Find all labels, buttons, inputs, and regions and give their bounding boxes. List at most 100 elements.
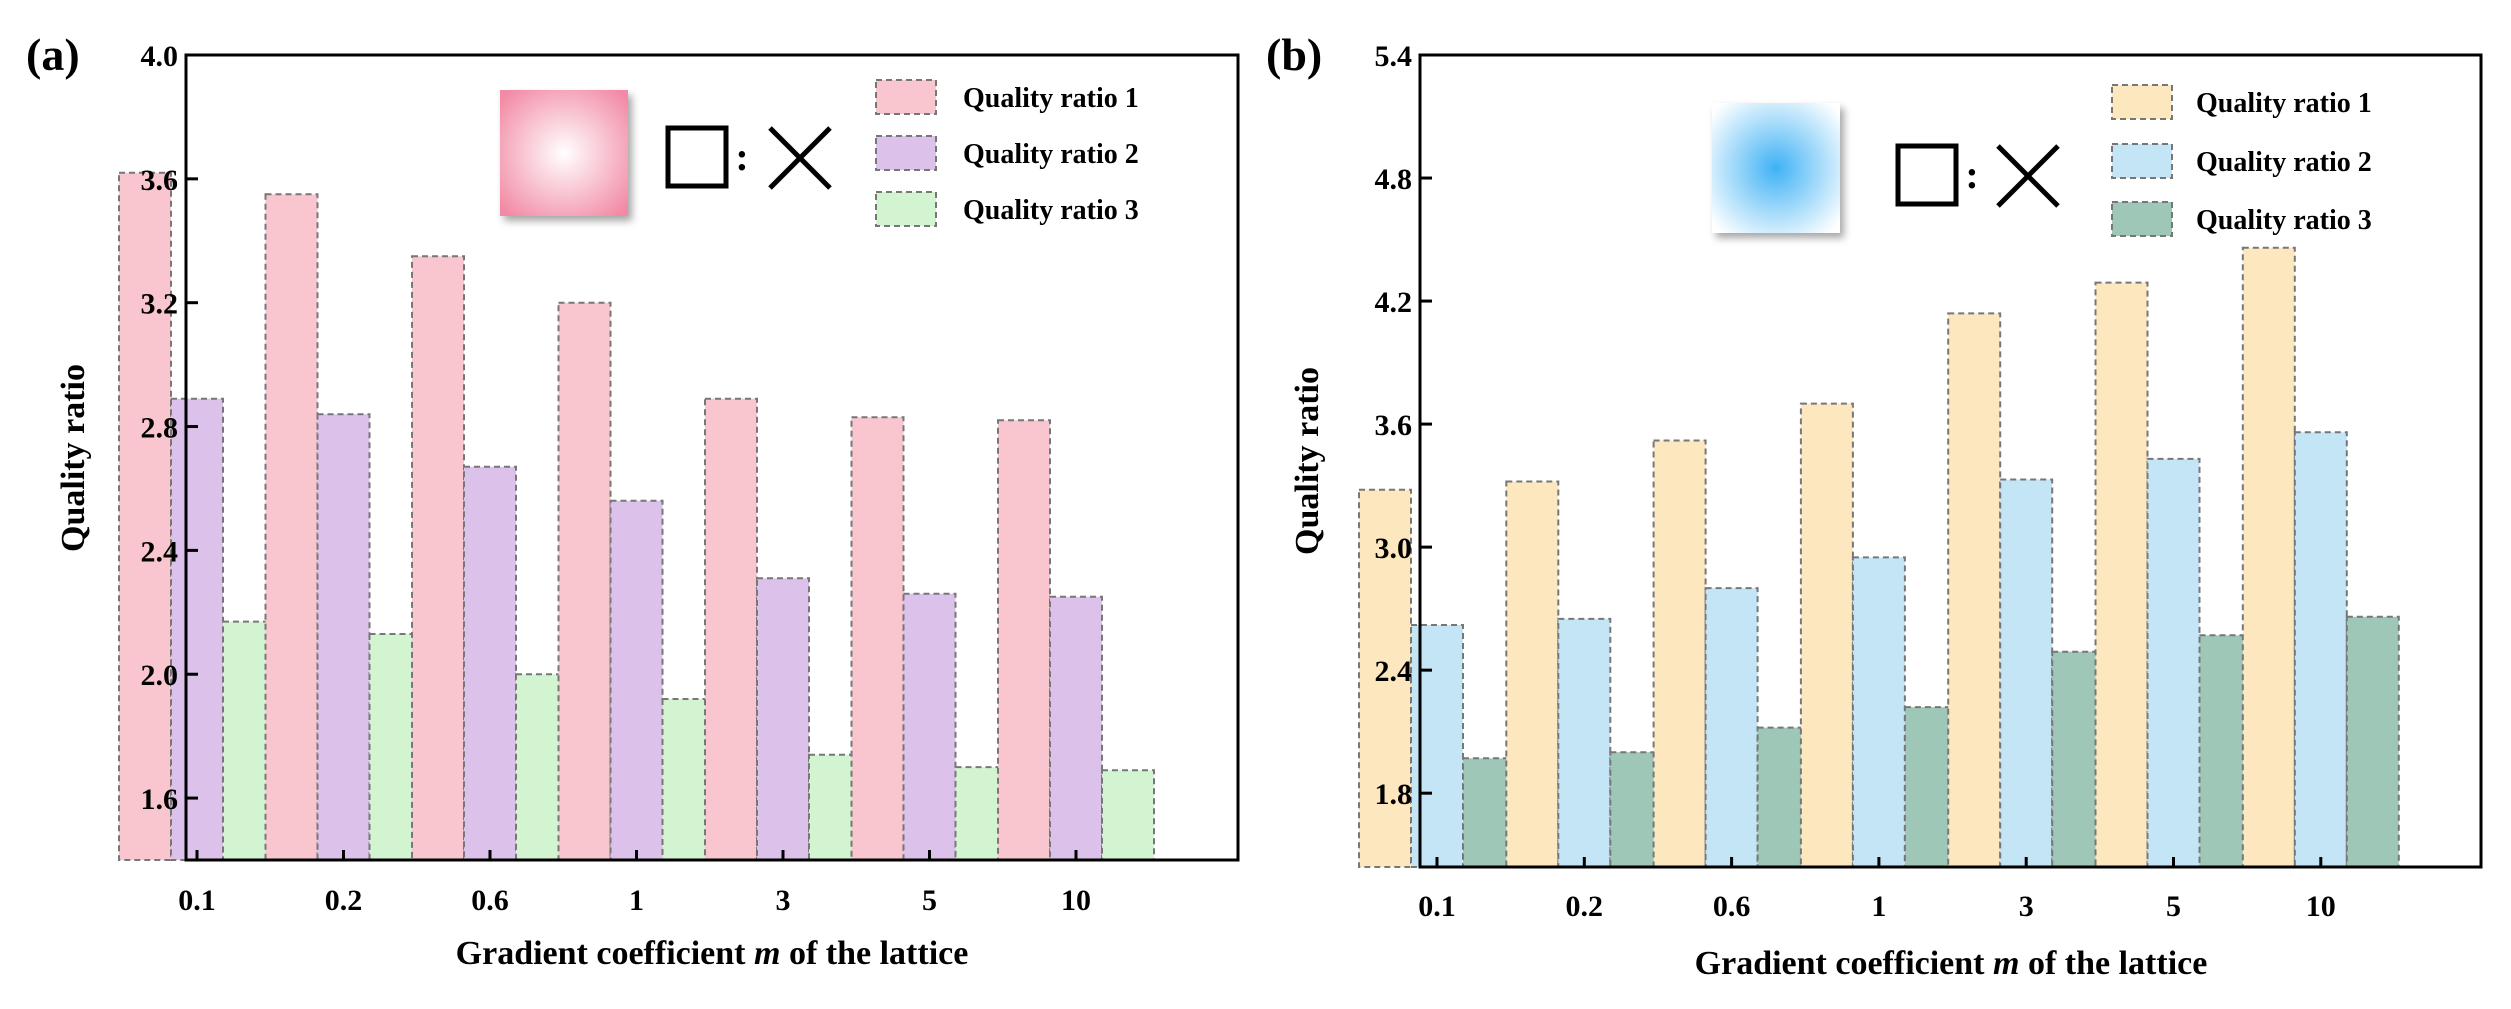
- y-tick-label: 1.8: [1375, 778, 1413, 811]
- bar-a-s2-0.6: [463, 465, 517, 861]
- y-tick-label: 3.2: [141, 288, 179, 321]
- bar-a-s1-0.1: [118, 171, 172, 861]
- panel-b-legend: Quality ratio 1 Quality ratio 2 Quality …: [2111, 84, 2372, 237]
- panel-a-ratio-colon: :: [735, 134, 748, 179]
- bar-b-s1-10: [2241, 246, 2296, 868]
- y-tick-label: 2.8: [141, 412, 179, 445]
- x-tick-label: 5: [922, 884, 937, 917]
- bar-b-s2-10: [2293, 431, 2348, 868]
- panel-b-plot-frame: [1418, 53, 2483, 869]
- x-tick-label: 0.6: [1713, 890, 1751, 923]
- legend-swatch-b-3: [2111, 201, 2173, 237]
- legend-label-b-2: Quality ratio 2: [2196, 147, 2372, 178]
- bar-a-s2-1: [609, 499, 664, 861]
- y-tick-label: 2.4: [1375, 655, 1413, 688]
- x-tick-label: 1: [1871, 890, 1886, 923]
- x-tick-label: 5: [2166, 890, 2181, 923]
- panel-a-bars: [118, 171, 1155, 862]
- x-tick-label: 0.2: [1566, 890, 1604, 923]
- y-tick-label: 4.2: [1375, 286, 1413, 319]
- bar-b-s1-3: [1947, 312, 2002, 868]
- panel-a-cross-icon: [768, 126, 832, 190]
- legend-label-b-1: Quality ratio 1: [2196, 88, 2372, 119]
- bar-a-s1-3: [704, 397, 758, 861]
- x-title-part-1: Gradient coefficient: [1695, 945, 1993, 982]
- panel-b-y-axis-title: Quality ratio: [1289, 367, 1326, 555]
- panel-b-gradient-swatch-icon: [1712, 103, 1840, 233]
- bar-a-s1-5: [850, 416, 905, 861]
- bar-b-s2-1: [1851, 556, 1906, 869]
- panel-b: (b) 1.8 2.4 3.0 3.6 4.2 4.8 5.4 0.1 0.2 0.6 1 3 5 10…: [1266, 29, 2483, 982]
- x-tick-label: 10: [2306, 890, 2336, 923]
- x-tick-label: 0.1: [1418, 890, 1456, 923]
- bar-a-s1-0.6: [411, 255, 465, 862]
- panel-b-cross-icon: [1996, 144, 2060, 208]
- panel-b-x-axis-title: Gradient coefficient m of the lattice: [1695, 945, 2208, 982]
- panel-a-square-icon: [665, 125, 729, 189]
- x-tick-label: 0.1: [178, 884, 216, 917]
- panel-b-bars: [1358, 246, 2400, 869]
- y-tick-label: 2.4: [141, 535, 179, 568]
- panel-b-x-axis: 0.1 0.2 0.6 1 3 5 10: [1418, 857, 2336, 923]
- legend-label-b-3: Quality ratio 3: [2196, 205, 2372, 236]
- bar-a-s1-1: [557, 301, 612, 861]
- bar-a-s2-0.1: [170, 397, 224, 861]
- bar-b-s2-0.6: [1704, 587, 1759, 868]
- panel-a: (a) 1.6 2.0 2.4 2.8 3.2 3.6 4.0 0.1 0.2 0.6 1 3 5 10…: [26, 29, 1240, 972]
- y-tick-label: 4.0: [141, 40, 179, 73]
- bar-b-s1-5: [2094, 281, 2149, 869]
- y-tick-label: 4.8: [1375, 163, 1413, 196]
- panel-a-x-axis: 0.1 0.2 0.6 1 3 5 10: [178, 850, 1091, 917]
- x-title-part-3: of the lattice: [780, 935, 968, 972]
- bar-a-s1-10: [997, 419, 1051, 861]
- y-tick-label: 3.0: [1375, 532, 1413, 565]
- panel-b-y-axis: 1.8 2.4 3.0 3.6 4.2 4.8 5.4: [1375, 40, 1432, 811]
- panel-b-label: (b): [1266, 29, 1322, 80]
- x-tick-label: 10: [1061, 884, 1091, 917]
- y-tick-label: 5.4: [1375, 40, 1413, 73]
- bar-b-s2-5: [2146, 457, 2201, 868]
- panel-a-label: (a): [26, 29, 80, 80]
- panel-a-gradient-swatch-icon: [500, 90, 628, 216]
- bar-a-s3-10: [1101, 769, 1155, 862]
- legend-swatch-a-3: [875, 191, 937, 227]
- x-title-part-1: Gradient coefficient: [456, 935, 754, 972]
- bar-b-s1-0.2: [1505, 480, 1560, 868]
- bar-b-s2-3: [1999, 478, 2054, 868]
- x-tick-label: 3: [2019, 890, 2034, 923]
- legend-label-a-3: Quality ratio 3: [963, 195, 1139, 226]
- panel-b-square-icon: [1895, 143, 1959, 207]
- bar-b-s2-0.2: [1557, 617, 1612, 869]
- x-title-italic-m: m: [1993, 945, 2019, 982]
- legend-swatch-a-1: [875, 79, 937, 115]
- panel-a-y-axis: 1.6 2.0 2.4 2.8 3.2 3.6 4.0: [141, 40, 198, 816]
- panel-a-legend: Quality ratio 1 Quality ratio 2 Quality …: [875, 79, 1139, 227]
- bar-a-s2-0.2: [316, 413, 371, 861]
- panel-a-x-axis-title: Gradient coefficient m of the lattice: [456, 935, 969, 972]
- legend-swatch-b-2: [2111, 143, 2173, 179]
- bar-b-s1-1: [1799, 402, 1854, 868]
- y-tick-label: 3.6: [141, 164, 179, 197]
- bar-a-s2-10: [1049, 595, 1103, 861]
- panel-b-ratio-colon: :: [1965, 152, 1978, 197]
- y-tick-label: 2.0: [141, 659, 179, 692]
- x-tick-label: 1: [629, 884, 644, 917]
- legend-swatch-b-1: [2111, 84, 2173, 120]
- x-title-italic-m: m: [754, 935, 780, 972]
- panel-a-y-axis-title: Quality ratio: [55, 364, 92, 552]
- bar-b-s1-0.6: [1652, 439, 1707, 868]
- y-tick-label: 1.6: [141, 783, 179, 816]
- legend-swatch-a-2: [875, 135, 937, 171]
- bar-a-s2-5: [902, 592, 957, 861]
- x-title-part-3: of the lattice: [2019, 945, 2207, 982]
- bar-b-s3-10: [2345, 615, 2400, 868]
- legend-label-a-2: Quality ratio 2: [963, 139, 1139, 170]
- y-tick-label: 3.6: [1375, 409, 1413, 442]
- legend-label-a-1: Quality ratio 1: [963, 83, 1139, 114]
- x-tick-label: 3: [776, 884, 791, 917]
- x-tick-label: 0.6: [471, 884, 509, 917]
- bar-a-s2-3: [756, 577, 810, 862]
- x-tick-label: 0.2: [325, 884, 363, 917]
- panel-a-plot-frame: [184, 53, 1240, 862]
